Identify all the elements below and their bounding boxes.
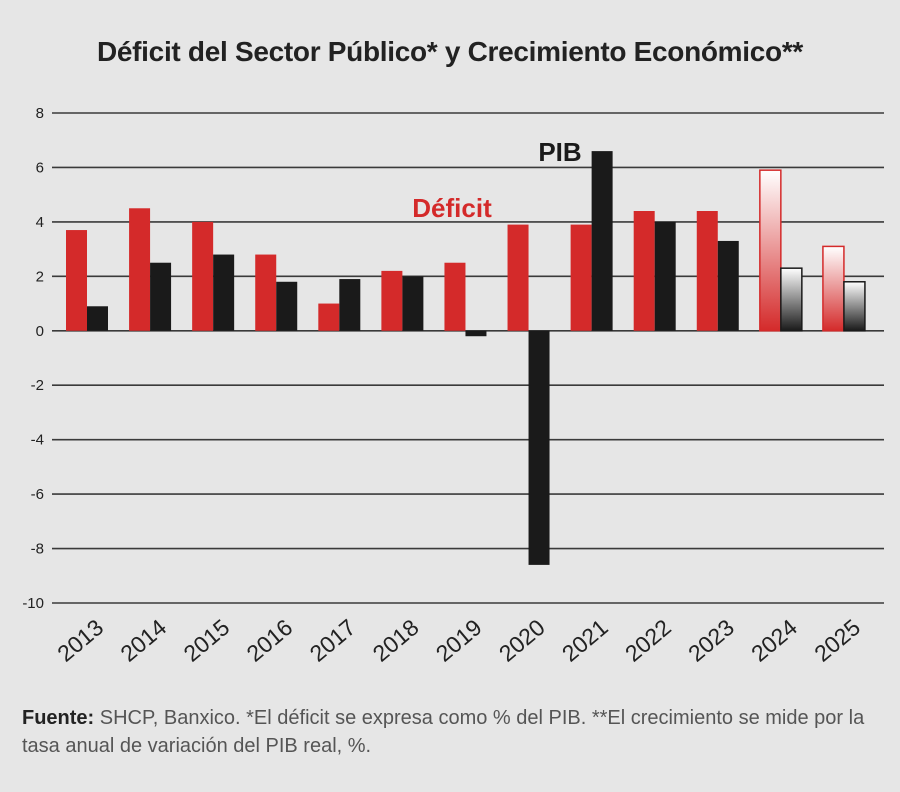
bar-pib-2014 — [150, 262, 172, 331]
x-tick-label: 2016 — [242, 614, 298, 667]
chart-title: Déficit del Sector Público* y Crecimient… — [96, 36, 804, 67]
series-label-deficit: Déficit — [412, 193, 492, 223]
y-axis: 8 6 4 2 0 -2 -4 -6 -8 -10 — [22, 105, 44, 612]
bar-deficit-2017 — [318, 303, 340, 331]
x-tick-label: 2015 — [178, 614, 234, 667]
bar-deficit-2014 — [129, 208, 151, 331]
footnote-label: Fuente: — [22, 707, 95, 729]
bars — [66, 151, 866, 565]
y-tick-label: 4 — [36, 214, 44, 231]
bar-deficit-2025 — [822, 245, 845, 332]
bar-pib-2016 — [276, 281, 298, 331]
bar-deficit-2023 — [696, 211, 718, 331]
y-tick-label: -6 — [31, 486, 44, 503]
x-tick-label: 2023 — [683, 614, 739, 667]
y-tick-label: -2 — [31, 377, 44, 394]
x-tick-label: 2021 — [557, 614, 613, 667]
bar-pib-2019 — [465, 330, 487, 337]
bar-deficit-2022 — [633, 211, 655, 331]
bar-pib-2022 — [654, 221, 676, 331]
x-tick-label: 2017 — [305, 614, 361, 667]
bar-pib-2013 — [87, 306, 108, 331]
y-tick-label: 2 — [36, 268, 44, 285]
x-tick-label: 2013 — [52, 614, 108, 667]
x-tick-label: 2014 — [115, 614, 171, 667]
footnote: Fuente: SHCP, Banxico. *El déficit se ex… — [22, 704, 882, 760]
bar-pib-2025 — [843, 281, 866, 332]
x-tick-label: 2025 — [809, 614, 865, 667]
y-tick-label: -10 — [22, 595, 44, 612]
bar-pib-2024 — [780, 267, 803, 332]
bar-pib-2020 — [528, 330, 550, 565]
bar-pib-2015 — [213, 254, 235, 331]
y-tick-label: -4 — [31, 432, 44, 449]
y-tick-label: 6 — [36, 159, 44, 176]
x-tick-label: 2019 — [431, 614, 487, 667]
y-tick-label: 0 — [36, 323, 44, 340]
bar-pib-2023 — [717, 240, 739, 331]
footnote-text: SHCP, Banxico. *El déficit se expresa co… — [22, 707, 865, 757]
bar-deficit-2019 — [444, 262, 466, 331]
x-tick-label: 2024 — [746, 614, 802, 667]
bar-deficit-2016 — [255, 254, 277, 331]
bar-deficit-2018 — [381, 270, 403, 331]
bar-deficit-2013 — [66, 230, 87, 331]
bar-deficit-2021 — [570, 224, 592, 331]
series-label-pib: PIB — [538, 137, 581, 167]
bar-deficit-2024 — [759, 169, 782, 332]
bar-deficit-2015 — [192, 221, 214, 331]
bar-pib-2018 — [402, 276, 424, 331]
y-tick-label: 8 — [36, 105, 44, 122]
bar-pib-2017 — [339, 279, 361, 331]
bar-pib-2021 — [591, 151, 613, 331]
x-tick-label: 2018 — [368, 614, 424, 667]
x-tick-label: 2022 — [620, 614, 676, 667]
x-axis: 2013 2014 2015 2016 2017 2018 2019 2020 2021 2022… — [52, 614, 865, 667]
bar-deficit-2020 — [507, 224, 529, 331]
x-tick-label: 2020 — [494, 614, 550, 667]
y-tick-label: -8 — [31, 541, 44, 558]
